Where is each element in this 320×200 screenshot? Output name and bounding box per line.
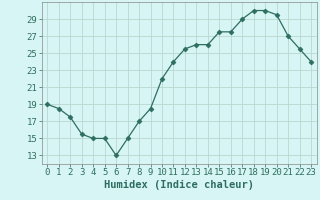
X-axis label: Humidex (Indice chaleur): Humidex (Indice chaleur) — [104, 180, 254, 190]
